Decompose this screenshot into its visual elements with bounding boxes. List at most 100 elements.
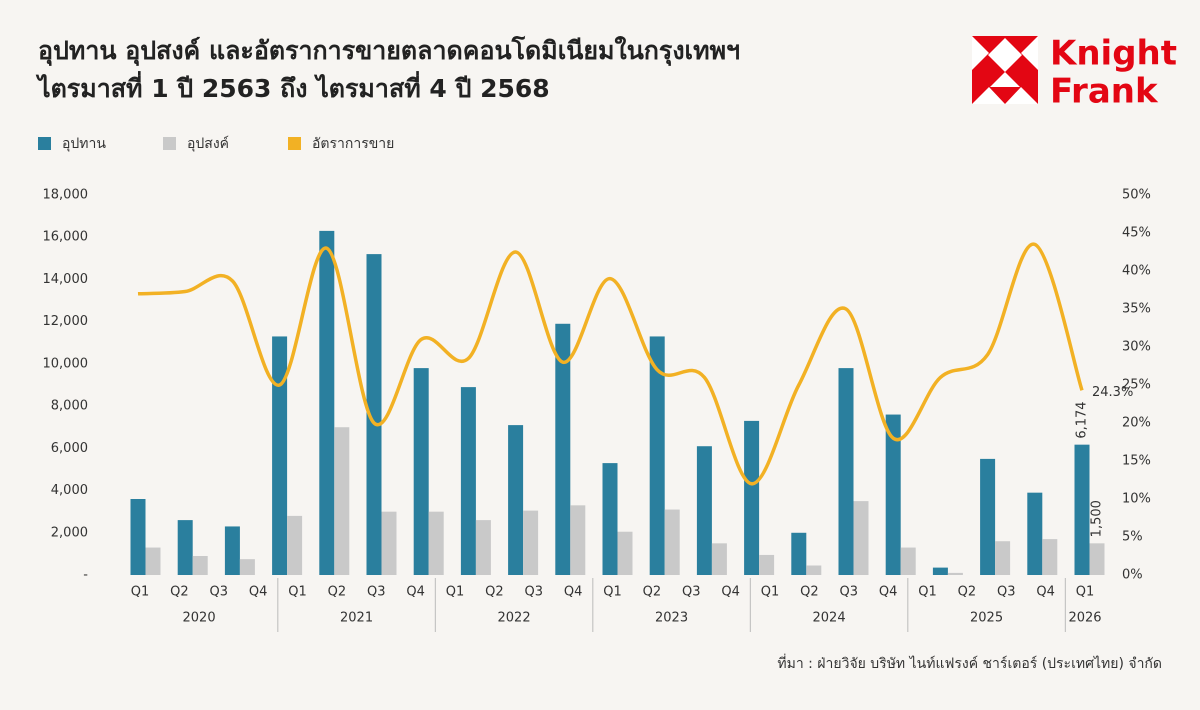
bar: [853, 501, 869, 575]
x-tick-label: Q3: [682, 585, 701, 600]
bar: [428, 511, 444, 575]
x-group-label: 2026: [1068, 611, 1101, 626]
legend-label: อัตราการขาย: [312, 136, 394, 152]
legend-swatch: [163, 137, 176, 150]
bar: [744, 420, 760, 575]
bar: [838, 368, 854, 575]
bar: [224, 526, 240, 575]
x-tick-label: Q4: [1036, 585, 1055, 600]
data-label: 24.3%: [1092, 385, 1133, 400]
bar: [900, 547, 916, 575]
bar: [366, 254, 382, 575]
y-tick-label: 2,000: [51, 525, 88, 540]
x-group-label: 2024: [813, 611, 846, 626]
x-tick-label: Q4: [721, 585, 740, 600]
y2-tick-label: 15%: [1122, 454, 1151, 469]
legend-label: อุปสงค์: [187, 135, 229, 152]
y2-tick-label: 50%: [1122, 188, 1151, 203]
y2-tick-label: 0%: [1122, 568, 1143, 583]
x-tick-label: Q4: [879, 585, 898, 600]
bar: [649, 336, 665, 575]
y2-tick-label: 45%: [1122, 226, 1151, 241]
y-tick-label: -: [83, 568, 88, 583]
bar: [664, 509, 680, 575]
line: [137, 242, 1084, 486]
bar: [806, 565, 822, 575]
y2-tick-label: 40%: [1122, 264, 1151, 279]
data-label: 1,500: [1090, 500, 1105, 537]
y-tick-label: 12,000: [43, 314, 89, 329]
y2-tick-label: 20%: [1122, 416, 1151, 431]
legend-swatch: [38, 137, 51, 150]
bar: [381, 511, 397, 575]
x-tick-label: Q1: [1076, 585, 1095, 600]
x-tick-label: Q1: [288, 585, 307, 600]
logo: Knight Frank: [972, 34, 1177, 112]
bar: [475, 520, 491, 575]
x-tick-label: Q1: [603, 585, 622, 600]
y2-tick-label: 10%: [1122, 492, 1151, 507]
bar: [932, 567, 948, 575]
x-group-label: 2022: [498, 611, 531, 626]
x-tick-label: Q3: [367, 585, 386, 600]
y2-tick-label: 25%: [1122, 378, 1151, 393]
bar: [460, 387, 476, 575]
logo-pattern: [972, 36, 1038, 104]
y-tick-label: 4,000: [51, 483, 88, 498]
bar: [885, 414, 901, 575]
bar: [1089, 543, 1105, 575]
bar: [334, 427, 350, 575]
bar: [145, 547, 161, 575]
y2-tick-label: 30%: [1122, 340, 1151, 355]
x-tick-label: Q3: [839, 585, 858, 600]
logo-text: Frank: [1050, 72, 1159, 112]
x-tick-label: Q2: [800, 585, 819, 600]
bar: [602, 463, 618, 575]
bar: [759, 554, 775, 575]
bar: [413, 368, 429, 575]
bar: [570, 505, 586, 575]
bar: [319, 230, 335, 575]
x-tick-label: Q4: [406, 585, 425, 600]
chart-title: อุปทาน อุปสงค์ และอัตราการขายตลาดคอนโดมิ…: [38, 35, 740, 67]
x-tick-label: Q3: [997, 585, 1016, 600]
data-label: 6,174: [1075, 401, 1090, 438]
x-tick-label: Q2: [485, 585, 504, 600]
x-tick-label: Q2: [170, 585, 189, 600]
x-tick-label: Q4: [564, 585, 583, 600]
x-tick-label: Q2: [328, 585, 347, 600]
x-tick-label: Q2: [643, 585, 662, 600]
y-tick-label: 16,000: [43, 230, 89, 245]
bar: [192, 556, 208, 575]
bar: [980, 458, 996, 575]
bar: [947, 572, 963, 575]
x-group-label: 2020: [183, 611, 216, 626]
y-tick-label: 18,000: [43, 188, 89, 203]
x-tick-label: Q1: [446, 585, 465, 600]
y-tick-label: 14,000: [43, 272, 89, 287]
legend-swatch: [288, 137, 301, 150]
y-tick-label: 10,000: [43, 356, 89, 371]
y-tick-label: 8,000: [51, 399, 88, 414]
x-group-label: 2021: [340, 611, 373, 626]
bar: [508, 425, 524, 575]
x-tick-label: Q3: [524, 585, 543, 600]
y2-tick-label: 35%: [1122, 302, 1151, 317]
bar: [1074, 444, 1090, 575]
bar: [1027, 492, 1043, 575]
bar: [239, 559, 255, 575]
bar: [617, 531, 633, 575]
bar: [130, 499, 146, 575]
x-tick-label: Q1: [918, 585, 937, 600]
chart-subtitle: ไตรมาสที่ 1 ปี 2563 ถึง ไตรมาสที่ 4 ปี 2…: [35, 71, 550, 103]
x-tick-label: Q4: [249, 585, 268, 600]
x-tick-label: Q1: [761, 585, 780, 600]
bar: [1042, 539, 1058, 575]
bar: [711, 543, 727, 575]
bar: [995, 541, 1011, 575]
bar: [696, 446, 712, 575]
x-tick-label: Q1: [131, 585, 150, 600]
source-note: ที่มา : ฝ่ายวิจัย บริษัท ไนท์แฟรงค์ ชาร์…: [777, 654, 1162, 672]
x-tick-label: Q2: [958, 585, 977, 600]
